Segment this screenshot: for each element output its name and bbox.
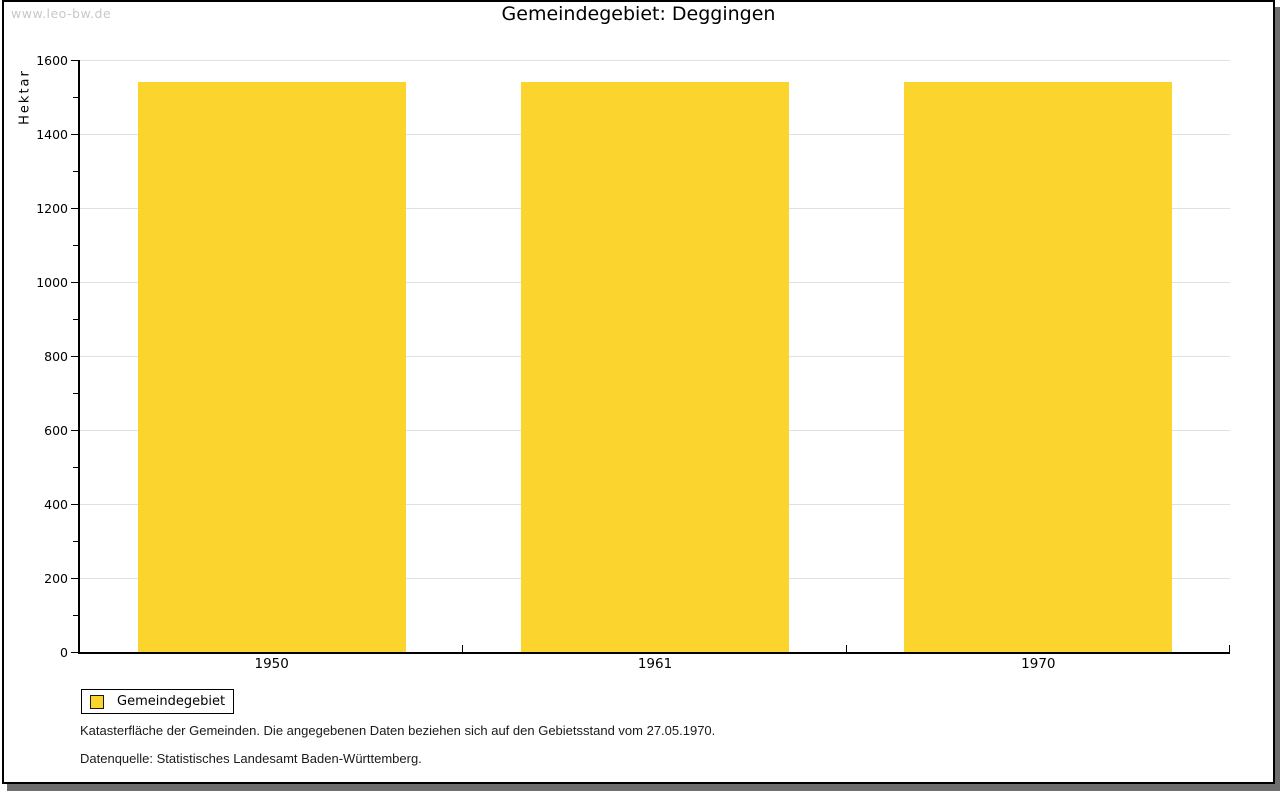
- bar-1970: [904, 82, 1173, 652]
- y-axis-tick-label: 800: [44, 348, 68, 364]
- y-axis-tick-label: 400: [44, 496, 68, 512]
- legend-label: Gemeindegebiet: [117, 694, 226, 709]
- y-axis-minor-tick: [73, 96, 78, 98]
- y-axis-major-tick: [71, 651, 78, 653]
- y-axis-minor-tick: [73, 244, 78, 246]
- y-axis-tick-label: 1400: [36, 126, 68, 142]
- x-axis-category-label: 1970: [1021, 656, 1056, 672]
- y-axis-tick-label: 0: [60, 644, 68, 660]
- x-axis-boundary-tick: [462, 645, 464, 652]
- footnote-datasource: Datenquelle: Statistisches Landesamt Bad…: [80, 751, 422, 766]
- bar-1961: [520, 82, 790, 652]
- chart-title: Gemeindegebiet: Deggingen: [501, 3, 776, 25]
- x-axis-boundary-tick: [1229, 645, 1230, 652]
- y-axis-minor-tick: [73, 392, 78, 394]
- y-axis-tick-label: 1200: [36, 200, 68, 216]
- x-axis-category-label: 1950: [254, 656, 289, 672]
- y-axis-tick-label: 1600: [36, 52, 68, 68]
- y-axis-major-tick: [71, 503, 78, 505]
- y-axis-tick-label: 200: [44, 570, 68, 586]
- y-axis-minor-tick: [73, 614, 78, 616]
- y-axis-tick-label: 1000: [36, 274, 68, 290]
- y-axis-major-tick: [71, 133, 78, 135]
- y-axis-major-tick: [71, 429, 78, 431]
- y-axis-minor-tick: [73, 540, 78, 542]
- legend-swatch-icon: [90, 694, 104, 709]
- y-axis-minor-tick: [73, 318, 78, 320]
- y-axis-minor-tick: [73, 466, 78, 468]
- footnote-description: Katasterfläche der Gemeinden. Die angege…: [80, 723, 716, 738]
- gridline: [80, 59, 1230, 61]
- y-axis-minor-tick: [73, 170, 78, 172]
- y-axis-major-tick: [71, 355, 78, 357]
- y-axis-line: [78, 60, 80, 654]
- y-axis-title: Hektar: [17, 69, 33, 125]
- bar-1950: [137, 82, 406, 652]
- plot-area: 0 200 400 600 800 1000 1200 1400 1600 1950 1961 197…: [36, 53, 1230, 672]
- x-axis-boundary-tick: [845, 645, 847, 652]
- x-axis-category-label: 1961: [637, 656, 673, 672]
- y-axis-tick-label: 600: [44, 422, 68, 438]
- y-axis-major-tick: [71, 59, 78, 61]
- y-axis-major-tick: [71, 207, 78, 209]
- x-axis-line: [78, 652, 1230, 654]
- legend-box: Gemeindegebiet: [81, 689, 234, 714]
- y-axis-major-tick: [71, 281, 78, 283]
- watermark-text: www.leo-bw.de: [11, 6, 112, 21]
- y-axis-major-tick: [71, 577, 78, 579]
